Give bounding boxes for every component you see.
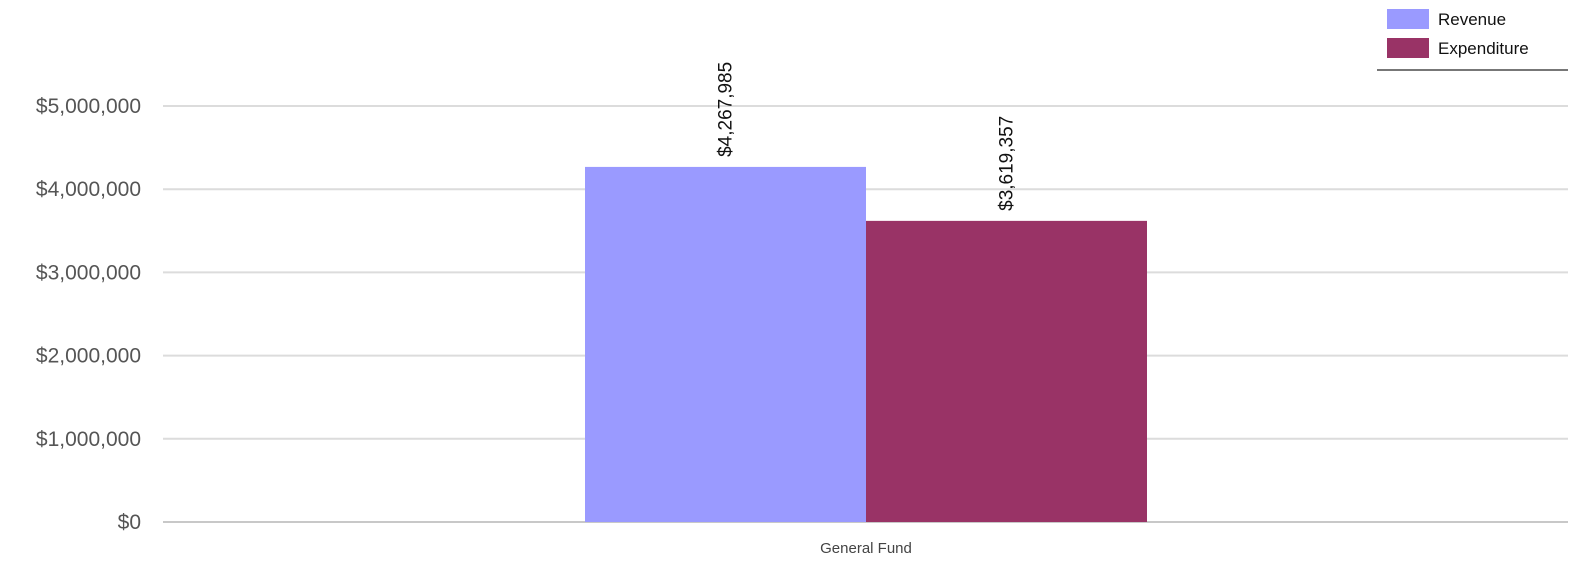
bar-revenue[interactable] (585, 166, 866, 523)
legend-swatch-revenue (1387, 9, 1429, 29)
y-tick-label: $0 (118, 511, 141, 534)
legend-label-expenditure: Expenditure (1438, 39, 1529, 58)
legend-label-revenue: Revenue (1438, 10, 1506, 29)
x-axis-tick-labels: General Fund (820, 540, 912, 557)
y-tick-label: $5,000,000 (36, 95, 141, 118)
bars (585, 166, 1147, 523)
legend-swatch-expenditure (1387, 38, 1429, 58)
y-tick-label: $3,000,000 (36, 261, 141, 284)
legend[interactable]: Revenue Expenditure (1377, 9, 1568, 71)
y-tick-label: $4,000,000 (36, 178, 141, 201)
y-tick-label: $2,000,000 (36, 345, 141, 368)
data-label-expenditure: $3,619,357 (997, 116, 1018, 211)
data-label-revenue: $4,267,985 (716, 62, 737, 157)
data-labels: $4,267,985 $3,619,357 (716, 62, 1018, 211)
y-tick-label: $1,000,000 (36, 428, 141, 451)
bar-expenditure[interactable] (866, 220, 1147, 522)
x-tick-label: General Fund (820, 540, 912, 557)
y-axis-tick-labels: $0 $1,000,000 $2,000,000 $3,000,000 $4,000,0… (36, 95, 141, 534)
